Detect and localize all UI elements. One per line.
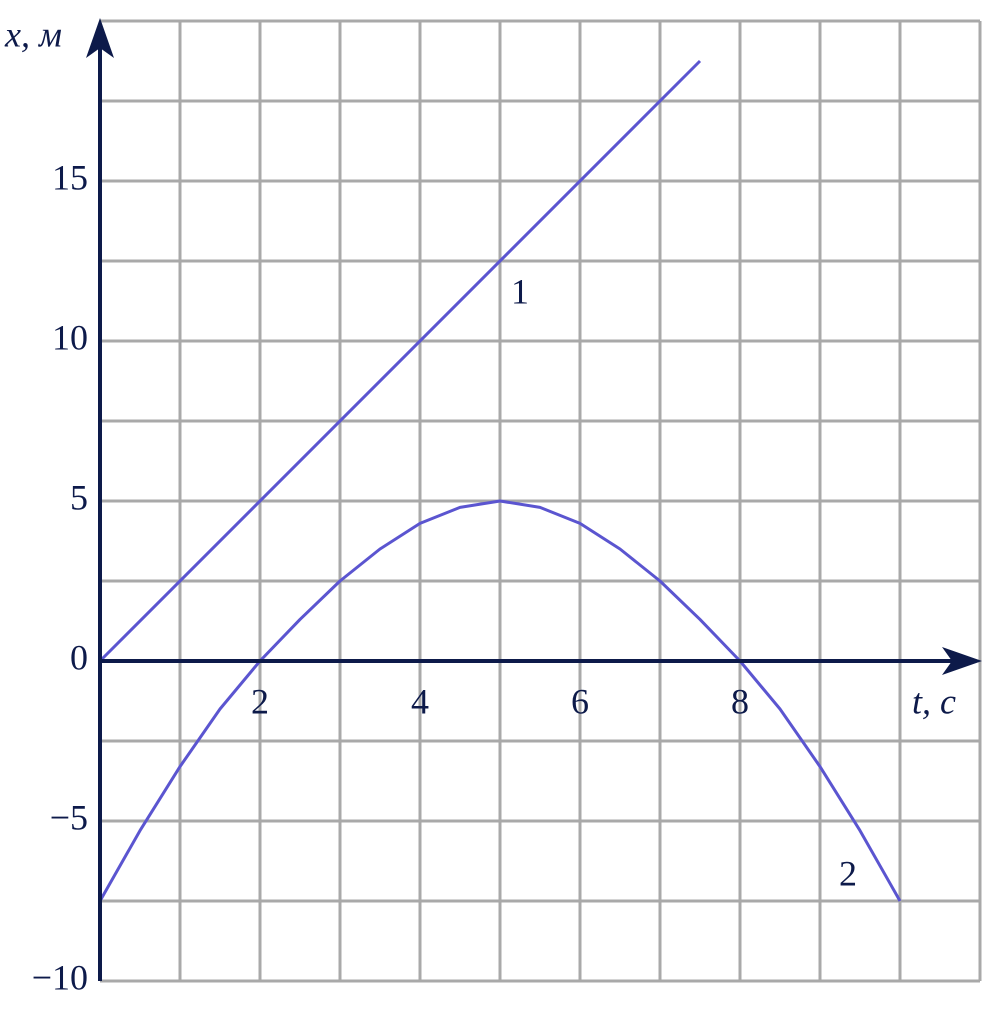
x-axis-label: t, с bbox=[912, 681, 956, 721]
x-tick-label: 4 bbox=[411, 681, 429, 721]
series-line bbox=[98, 59, 702, 663]
x-tick-label: 6 bbox=[571, 681, 589, 721]
y-tick-label: −5 bbox=[50, 797, 88, 837]
series-label: 2 bbox=[839, 853, 857, 893]
y-tick-label: 5 bbox=[70, 477, 88, 517]
grid bbox=[100, 19, 982, 983]
series-line bbox=[98, 499, 902, 902]
series-label: 1 bbox=[511, 271, 529, 311]
y-axis-label: x, м bbox=[4, 14, 62, 54]
plot bbox=[98, 59, 902, 902]
y-tick-label: 10 bbox=[52, 317, 88, 357]
x-tick-label: 8 bbox=[731, 681, 749, 721]
y-tick-label: 0 bbox=[70, 637, 88, 677]
y-tick-label: 15 bbox=[52, 157, 88, 197]
y-axis-arrow bbox=[86, 18, 114, 58]
y-tick-label: −10 bbox=[32, 957, 88, 997]
x-tick-label: 2 bbox=[251, 681, 269, 721]
labels: 2 4 6 8 −10 −5 0 5 10 15 1 2 bbox=[32, 157, 857, 997]
x-axis-arrow bbox=[942, 647, 982, 675]
